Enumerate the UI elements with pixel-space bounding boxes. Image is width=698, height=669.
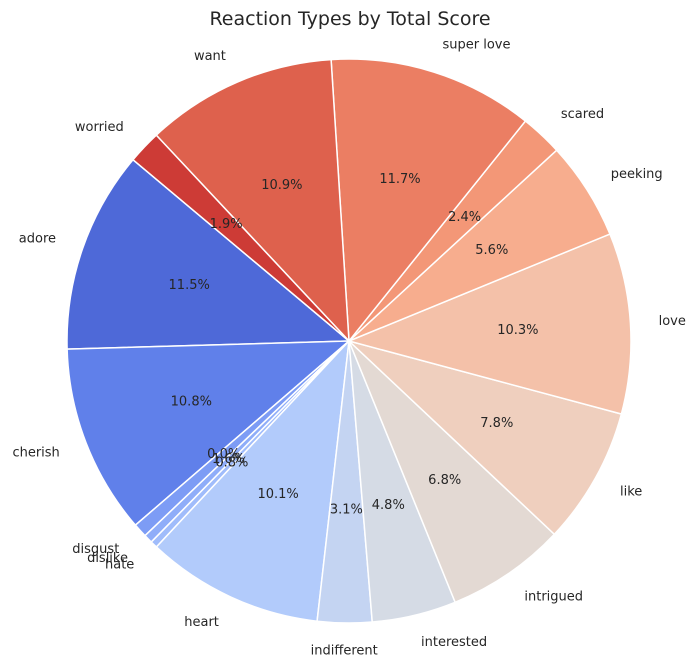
category-label-love: love — [659, 314, 686, 329]
pct-label-peeking: 5.6% — [475, 243, 508, 258]
pie-slice-love — [346, 233, 632, 415]
category-label-scared: scared — [561, 107, 604, 122]
pie-slice-want — [155, 58, 350, 344]
category-label-like: like — [620, 485, 642, 500]
pct-label-worried: 1.9% — [210, 217, 243, 232]
pie-slice-adore — [66, 158, 351, 350]
category-label-cherish: cherish — [12, 446, 59, 461]
pct-label-scared: 2.4% — [448, 210, 481, 225]
pct-label-want: 10.9% — [261, 178, 302, 193]
category-label-interested: interested — [421, 635, 487, 650]
category-label-indifferent: indifferent — [311, 644, 378, 659]
category-label-heart: heart — [184, 615, 219, 630]
pct-label-like: 7.8% — [480, 416, 513, 431]
pie-slice-super-love — [330, 58, 527, 343]
pie-slice-intrigued — [348, 340, 556, 604]
pct-label-cherish: 10.8% — [171, 395, 212, 410]
pie-slice-heart — [155, 338, 351, 623]
percentage-labels: 11.5% 10.8% 0.0%1.6%0.8% 10.1% 3.1% 4.8% 6.8% 7… — [169, 172, 539, 518]
category-label-peeking: peeking — [611, 167, 663, 182]
category-label-worried: worried — [75, 120, 124, 135]
pct-label-super-love: 11.7% — [379, 172, 420, 187]
category-label-want: want — [194, 49, 226, 64]
pct-label-dislike: 1.6% — [212, 452, 245, 467]
pie-slice-like — [348, 340, 623, 536]
chart-title: Reaction Types by Total Score — [209, 8, 490, 30]
category-label-dislike: dislike — [87, 551, 128, 566]
pct-label-hate: 0.8% — [215, 456, 248, 471]
category-label-hate: hate — [105, 557, 134, 572]
pct-label-disgust: 0.0% — [207, 447, 240, 462]
pct-label-love: 10.3% — [497, 323, 538, 338]
pct-label-indifferent: 3.1% — [330, 503, 363, 518]
category-label-intrigued: intrigued — [524, 589, 583, 604]
pie-slice-cherish — [66, 340, 352, 527]
pct-label-adore: 11.5% — [169, 278, 210, 293]
pct-label-intrigued: 6.8% — [428, 473, 461, 488]
category-label-adore: adore — [19, 232, 56, 247]
category-label-super-love: super love — [443, 38, 511, 53]
pct-label-interested: 4.8% — [372, 498, 405, 513]
category-label-disgust: disgust — [72, 542, 119, 557]
pie-slices — [66, 58, 632, 624]
pie-slice-worried — [131, 134, 350, 342]
pct-label-heart: 10.1% — [257, 487, 298, 502]
